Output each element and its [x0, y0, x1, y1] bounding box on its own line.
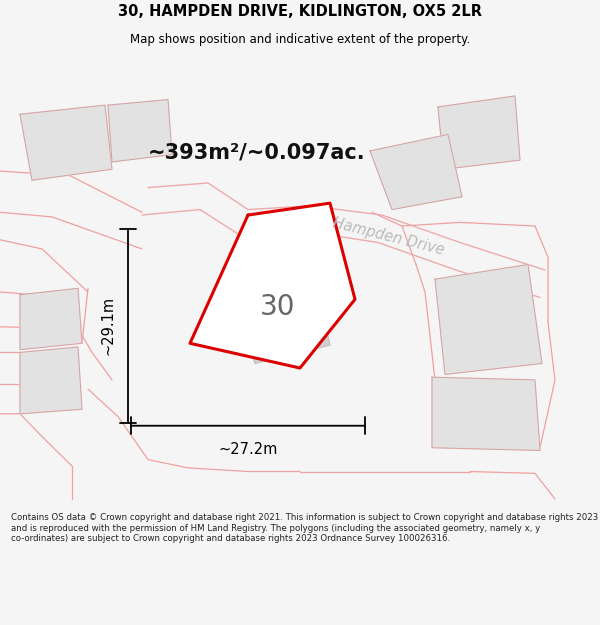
Polygon shape — [20, 288, 82, 350]
Text: Map shows position and indicative extent of the property.: Map shows position and indicative extent… — [130, 32, 470, 46]
Polygon shape — [438, 96, 520, 169]
Polygon shape — [20, 105, 112, 180]
Polygon shape — [432, 377, 540, 451]
Polygon shape — [230, 261, 330, 364]
Polygon shape — [108, 99, 172, 162]
Text: Contains OS data © Crown copyright and database right 2021. This information is : Contains OS data © Crown copyright and d… — [11, 514, 598, 543]
Text: ~29.1m: ~29.1m — [100, 296, 115, 356]
Polygon shape — [20, 347, 82, 414]
Polygon shape — [435, 264, 542, 374]
Polygon shape — [190, 203, 355, 368]
Text: 30: 30 — [260, 292, 296, 321]
Polygon shape — [370, 134, 462, 209]
Text: ~393m²/~0.097ac.: ~393m²/~0.097ac. — [148, 142, 365, 162]
Text: ~27.2m: ~27.2m — [218, 442, 278, 458]
Text: 30, HAMPDEN DRIVE, KIDLINGTON, OX5 2LR: 30, HAMPDEN DRIVE, KIDLINGTON, OX5 2LR — [118, 4, 482, 19]
Text: Hampden Drive: Hampden Drive — [331, 216, 445, 258]
